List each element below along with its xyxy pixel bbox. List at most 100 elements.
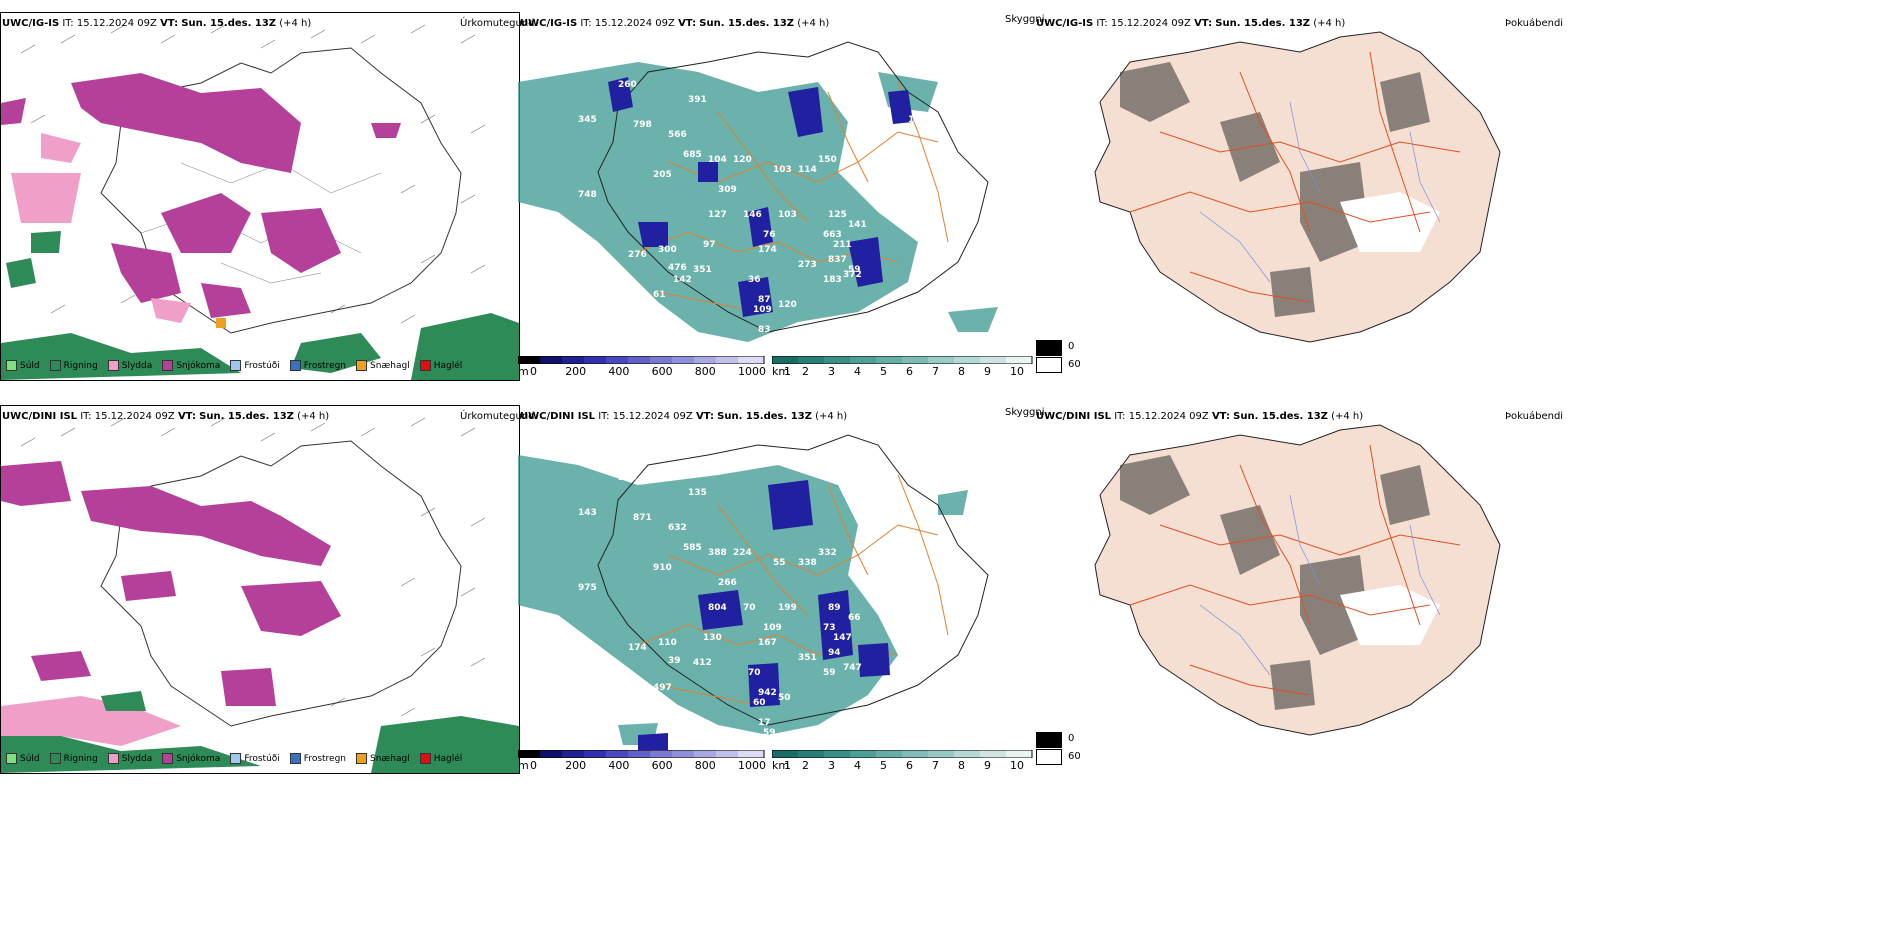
legend-label: Snjókoma: [176, 753, 221, 764]
precip-map-1: [1, 24, 519, 380]
legend-item: Snjókoma: [162, 360, 220, 371]
wind-barbs: [20, 24, 486, 334]
cloud-base-label: 585: [683, 543, 702, 553]
cloud-base-label: 260: [618, 80, 637, 90]
legend-item: Haglél: [419, 360, 463, 371]
precip-title-1: Úrkomutegund: [460, 18, 535, 29]
colorbar-tick: 6: [906, 759, 913, 772]
valid-time: Sun. 15.des. 13Z: [1233, 411, 1328, 422]
cloud-base-label: 942: [758, 688, 777, 698]
cloud-panel-1: 260 391 345 798 566 685 104 120 103 114 150 205 309 7…: [518, 12, 1038, 379]
legend-swatch: [419, 360, 431, 371]
cloud-base-label: 60: [753, 698, 766, 708]
lead-time: (+4 h): [797, 18, 830, 29]
colorbar-tick: 1: [784, 759, 791, 772]
cloud-base-label: 266: [718, 578, 737, 588]
valid-time: Sun. 15.des. 13Z: [199, 411, 294, 422]
cloud-base-label: 391: [688, 95, 707, 105]
cloud-base-label: 110: [658, 638, 677, 648]
colorbar-tick: 7: [932, 365, 939, 378]
init-time: IT: 15.12.2024 09Z: [1096, 18, 1191, 29]
colorbar-tick: 200: [565, 365, 587, 378]
cloud-base-label: 109: [763, 623, 782, 633]
cloud-base-label: 372: [843, 270, 862, 280]
cloud-base-label: 871: [633, 513, 652, 523]
valid-time: Sun. 15.des. 13Z: [181, 18, 277, 29]
precip-legend-2: Súld Rigning Slydda Snjókoma Frostúði Frostre…: [6, 753, 462, 764]
cloud-base-label: 55: [773, 558, 786, 568]
legend-swatch: [356, 753, 368, 764]
colorbar-tick: 800: [694, 759, 716, 772]
cloud-base-label: 114: [798, 165, 817, 175]
lead-time: (+4 h): [297, 411, 330, 422]
cloud-base-label: 276: [628, 250, 647, 260]
legend-item: Haglél: [419, 753, 462, 764]
colorbar-tick: 400: [608, 365, 630, 378]
cloud-base-label: 61: [653, 290, 666, 300]
cloud-base-label: 143: [578, 508, 597, 518]
colorbar-tick: 5: [880, 759, 887, 772]
height-colorbar-swatches: [518, 750, 765, 758]
cloud-base-label: 76: [763, 230, 776, 240]
cloud-base-label: 174: [628, 643, 647, 653]
fog-title-2: Þokuábendi: [1505, 411, 1564, 422]
vis-colorbar-swatches: [772, 356, 1033, 364]
fog-map-1: [1094, 31, 1501, 343]
legend-item: Snæhagl: [356, 753, 410, 764]
precip-title-2: Úrkomutegund: [460, 411, 535, 422]
cloud-base-label: 224: [733, 548, 752, 558]
fog-colorbar-1: 0 60: [1036, 336, 1096, 376]
model-name: UWC/IG-IS: [2, 18, 60, 29]
cloud-base-label: 36: [748, 275, 761, 285]
cloud-base-label: 103: [773, 165, 792, 175]
cloud-base-label: 632: [668, 523, 687, 533]
cloud-panel-2: 213 135 143 871 632 585 388 224 55 338 332 910 266 97…: [518, 405, 1038, 772]
legend-swatch: [49, 753, 61, 764]
fog-colorbar-2: 0 60: [1036, 728, 1096, 768]
legend-swatch: [289, 360, 301, 371]
colorbar-tick: 4: [854, 365, 861, 378]
legend-label: Haglél: [433, 360, 463, 371]
colorbar-tick: 9: [984, 365, 991, 378]
wind-barbs: [20, 417, 486, 727]
colorbar-tick: 9: [984, 759, 991, 772]
cloud-base-label: 837: [828, 255, 847, 265]
legend-swatch: [107, 360, 119, 371]
cloud-base-label: 94: [828, 648, 841, 658]
cloud-base-label: 102: [908, 115, 927, 125]
legend-label: Slydda: [121, 753, 153, 764]
legend-item: Slydda: [107, 360, 152, 371]
lead-time: (+4 h): [1313, 18, 1346, 29]
colorbar-tick: 600: [651, 365, 673, 378]
colorbar-tick: 2: [802, 759, 809, 772]
model-name: UWC/DINI ISL: [1036, 411, 1112, 422]
height-colorbar-swatches: [518, 356, 765, 364]
colorbar-tick: 5: [880, 365, 887, 378]
cloud-base-label: 125: [828, 210, 847, 220]
cloud-base-label: 205: [653, 170, 672, 180]
legend-swatch: [230, 753, 242, 764]
legend-item: Súld: [6, 753, 40, 764]
cloud-header-2: UWC/DINI ISL IT: 15.12.2024 09Z VT: Sun.…: [520, 411, 847, 423]
fog-panel-2: [1040, 405, 1560, 772]
cloud-base-label: 59: [823, 668, 836, 678]
precip-panel-2: [0, 405, 520, 774]
init-time: IT: 15.12.2024 09Z: [62, 18, 157, 29]
legend-label: Snjókoma: [176, 360, 221, 371]
cloud-base-label: 199: [778, 603, 797, 613]
fog-title-1: Þokuábendi: [1505, 18, 1564, 29]
vt-label: VT:: [1194, 18, 1213, 29]
lead-time: (+4 h): [1331, 411, 1364, 422]
colorbar-tick: 200: [565, 759, 587, 772]
valid-time: Sun. 15.des. 13Z: [699, 18, 795, 29]
legend-label: Frostregn: [303, 360, 347, 371]
vt-label: VT:: [678, 18, 697, 29]
cloud-base-label: 345: [578, 115, 597, 125]
legend-swatch: [49, 360, 61, 371]
cloud-base-label: 120: [778, 300, 797, 310]
cloud-base-label: 798: [633, 120, 652, 130]
fog-tick-0: 0: [1068, 341, 1075, 352]
height-colorbar-2: m 0 200 400 600 800 1000: [518, 750, 768, 772]
cloud-base-label: 412: [693, 658, 712, 668]
